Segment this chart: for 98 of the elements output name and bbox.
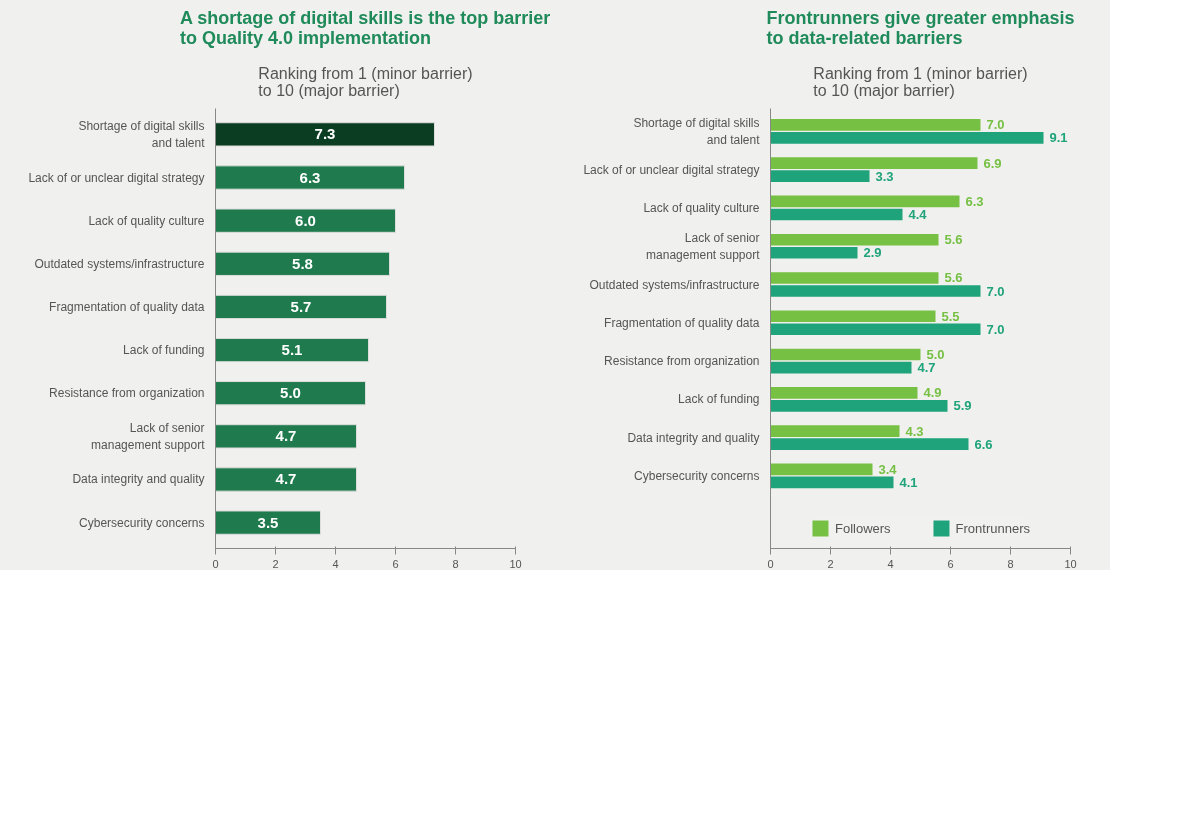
bar	[770, 208, 903, 221]
data-label: 7.0	[986, 283, 1005, 299]
y-tick-label: Cybersecurity concerns	[634, 468, 760, 483]
y-tick-label: Lack of senior management support	[646, 230, 761, 262]
bar	[770, 233, 939, 246]
y-tick-label: Shortage of digital skills and talent	[633, 116, 761, 147]
data-label: 5.7	[290, 297, 312, 315]
y-tick-label: Outdated systems/infrastructure	[589, 277, 760, 292]
bar	[770, 132, 1044, 144]
bar	[770, 361, 912, 374]
bar	[215, 381, 366, 406]
bar	[215, 337, 369, 363]
x-tick-label: 2	[272, 557, 279, 570]
bar	[215, 165, 405, 190]
data-label: 5.5	[941, 308, 960, 324]
y-tick-label: Resistance from organization	[604, 354, 760, 369]
data-label: 6.0	[295, 211, 316, 229]
data-label: 4.1	[899, 474, 918, 490]
data-label: 4.3	[905, 423, 924, 439]
data-label: 4.4	[908, 206, 928, 222]
x-tick-label: 8	[1007, 557, 1014, 570]
bar	[215, 467, 357, 492]
y-tick-label: Lack of or unclear digital strategy	[28, 170, 205, 185]
y-tick-label: Shortage of digital skills and talent	[78, 118, 206, 150]
data-label: 7.0	[986, 321, 1005, 337]
y-tick-label: Data integrity and quality	[627, 430, 760, 445]
data-label: 5.8	[292, 254, 313, 272]
bar	[215, 208, 396, 233]
data-label: 2.9	[863, 245, 882, 261]
data-label: 7.0	[986, 117, 1005, 133]
data-label: 3.4	[878, 461, 898, 477]
bar	[770, 119, 981, 131]
bar	[770, 195, 960, 208]
data-label: 3.5	[257, 513, 279, 531]
x-tick-label: 10	[1064, 557, 1077, 570]
data-label: 5.0	[926, 347, 945, 363]
bar	[770, 285, 981, 297]
bar	[770, 476, 894, 489]
y-tick-label: Cybersecurity concerns	[79, 515, 205, 530]
data-label: 5.9	[953, 398, 972, 414]
bar	[770, 399, 948, 412]
y-tick-label: Lack of or unclear digital strategy	[583, 162, 760, 177]
bar	[770, 323, 981, 336]
data-label: 5.6	[944, 270, 963, 286]
y-tick-label: Resistance from organization	[49, 386, 205, 401]
bar	[770, 438, 969, 450]
data-label: 6.3	[965, 193, 984, 209]
data-label: 5.1	[281, 341, 303, 359]
x-tick-label: 6	[392, 557, 399, 570]
chart-title: Frontrunners give greater emphasis to data-related barriers	[766, 7, 1075, 48]
data-label: 9.1	[1049, 130, 1068, 146]
chart-subtitle: Ranking from 1 (minor barrier) to 10 (major barrier)	[813, 64, 1028, 99]
x-tick-label: 4	[332, 557, 339, 570]
x-tick-label: 6	[947, 557, 954, 570]
bar	[770, 310, 936, 323]
y-tick-label: Outdated systems/infrastructure	[34, 256, 205, 271]
data-label: 4.7	[275, 427, 297, 445]
chart-subtitle: Ranking from 1 (minor barrier) to 10 (major barrier)	[258, 64, 473, 99]
bar	[215, 251, 390, 276]
bar	[215, 424, 357, 449]
data-label: 5.0	[280, 384, 301, 402]
bar	[215, 122, 435, 147]
bar	[770, 463, 873, 476]
x-tick-label: 2	[827, 557, 834, 570]
y-tick-label: Lack of quality culture	[643, 200, 760, 215]
x-tick-label: 10	[509, 557, 522, 570]
bar	[770, 157, 978, 170]
x-tick-label: 0	[212, 557, 219, 570]
y-tick-label: Data integrity and quality	[72, 472, 205, 487]
y-tick-label: Lack of senior management support	[91, 420, 206, 452]
chart-title: A shortage of digital skills is the top barrier to Quality 4.0 implementation	[179, 7, 551, 48]
bar	[770, 348, 921, 361]
legend-label: Followers	[834, 520, 891, 536]
bar	[770, 272, 939, 284]
bar	[770, 246, 858, 259]
data-label: 3.3	[875, 168, 894, 184]
data-label: 6.3	[299, 168, 321, 186]
data-label: 4.7	[917, 360, 936, 376]
y-tick-label: Lack of funding	[123, 343, 205, 358]
data-label: 6.9	[983, 155, 1002, 171]
bar	[770, 386, 918, 399]
y-tick-label: Lack of quality culture	[88, 213, 205, 228]
legend-label: Frontrunners	[955, 520, 1031, 536]
bar	[215, 294, 387, 320]
data-label: 5.6	[944, 232, 963, 248]
bar	[770, 170, 870, 183]
data-label: 6.6	[974, 436, 993, 452]
x-tick-label: 0	[767, 557, 774, 570]
bar	[770, 425, 900, 437]
y-tick-label: Fragmentation of quality data	[604, 315, 760, 330]
y-tick-label: Lack of funding	[678, 392, 760, 407]
y-tick-label: Fragmentation of quality data	[49, 299, 205, 314]
x-tick-label: 8	[452, 557, 459, 570]
bar	[215, 510, 321, 535]
data-label: 4.9	[923, 385, 942, 401]
x-tick-label: 4	[887, 557, 894, 570]
data-label: 4.7	[275, 470, 297, 488]
data-label: 7.3	[314, 125, 336, 143]
